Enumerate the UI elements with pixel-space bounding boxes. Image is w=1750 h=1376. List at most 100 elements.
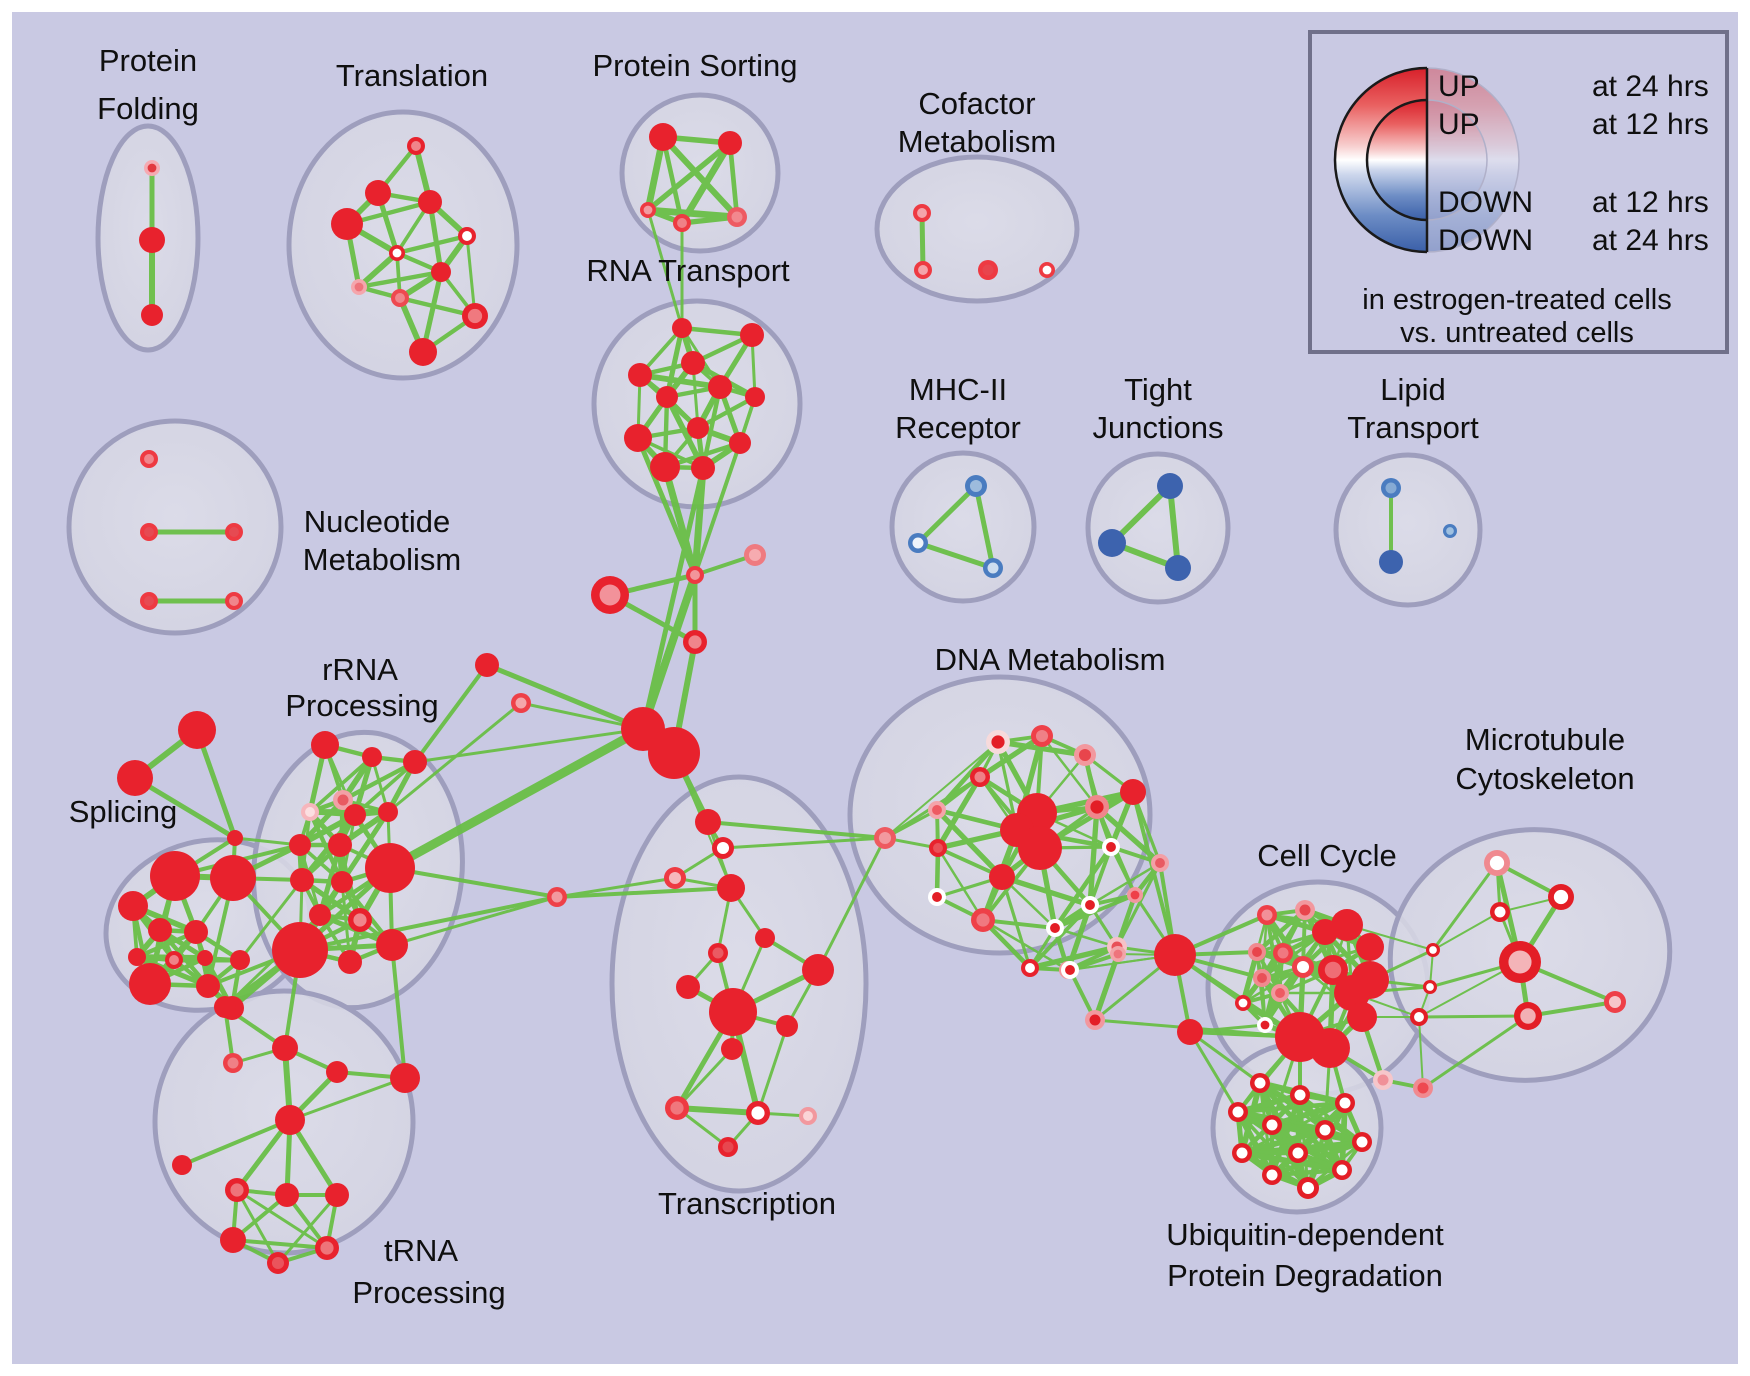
- network-node: [776, 1015, 798, 1037]
- network-edge: [919, 210, 926, 273]
- network-edge: [756, 1024, 789, 1115]
- network-node-center: [1339, 1097, 1351, 1109]
- network-edge: [231, 1238, 329, 1250]
- network-node-center: [1042, 265, 1052, 275]
- network-node: [403, 750, 427, 774]
- network-node-center: [1261, 909, 1273, 921]
- network-node-center: [1275, 988, 1285, 998]
- network-edge: [644, 206, 741, 221]
- network-node: [695, 809, 721, 835]
- network-node-center: [1319, 1124, 1331, 1136]
- network-node-center: [144, 596, 154, 606]
- network-link-edge: [693, 441, 742, 577]
- network-link-edge: [386, 701, 523, 814]
- network-link-edge: [132, 775, 238, 841]
- network-node-center: [1254, 1077, 1266, 1089]
- network-node-center: [731, 211, 743, 223]
- network-node: [275, 1105, 305, 1135]
- network-link-edge: [1131, 790, 1177, 957]
- network-node-center: [1292, 1147, 1304, 1159]
- network-node-center: [515, 697, 527, 709]
- network-link-edge: [691, 464, 707, 579]
- legend-caption: vs. untreated cells: [1400, 317, 1634, 349]
- network-node-center: [677, 218, 687, 228]
- network-node-center: [1090, 800, 1104, 814]
- network-node: [365, 843, 415, 893]
- network-node: [196, 974, 220, 998]
- network-node: [1018, 826, 1062, 870]
- network-node-center: [991, 735, 1005, 749]
- network-edge: [235, 1188, 329, 1250]
- network-edge: [1040, 734, 1099, 809]
- network-link-edge: [721, 836, 887, 850]
- network-node: [128, 948, 146, 966]
- network-node: [729, 432, 751, 454]
- network-edge: [936, 846, 985, 922]
- network-node-center: [982, 264, 994, 276]
- cluster-label-lipid-transport: Transport: [1347, 410, 1479, 445]
- network-node: [289, 834, 311, 856]
- network-edge: [637, 372, 723, 390]
- network-node-center: [1385, 482, 1397, 494]
- network-node: [672, 318, 692, 338]
- network-node-center: [668, 871, 682, 885]
- network-edge: [356, 269, 444, 290]
- network-node-center: [933, 843, 943, 853]
- network-node-center: [918, 265, 928, 275]
- network-node-center: [354, 282, 364, 292]
- network-node-center: [1113, 949, 1123, 959]
- cluster-label-translation: Translation: [336, 58, 488, 93]
- network-node-center: [229, 596, 239, 606]
- network-node: [721, 1038, 743, 1060]
- network-node-center: [1236, 1147, 1248, 1159]
- network-link-edge: [661, 463, 699, 579]
- cluster-ellipse-dna-metabolism: [847, 674, 1153, 956]
- network-edge: [678, 139, 734, 227]
- network-node-center: [227, 1057, 239, 1069]
- legend-row-direction: UP: [1438, 108, 1480, 141]
- network-node: [150, 851, 200, 901]
- network-link-edge: [1417, 1014, 1530, 1019]
- network-node-center: [1296, 960, 1310, 974]
- network-node: [272, 922, 328, 978]
- network-node-center: [551, 891, 563, 903]
- network-node: [344, 804, 366, 826]
- network-node: [1347, 1002, 1377, 1032]
- network-node: [178, 711, 216, 749]
- network-node-center: [1446, 527, 1454, 535]
- network-node: [624, 424, 652, 452]
- network-node: [220, 1227, 246, 1253]
- network-node-center: [147, 163, 157, 173]
- network-link-edge: [639, 571, 699, 733]
- network-node: [290, 868, 314, 892]
- network-node: [1331, 909, 1363, 941]
- network-node-center: [974, 771, 986, 783]
- network-link-edge: [298, 895, 559, 952]
- network-node-center: [305, 807, 315, 817]
- cluster-label-mhc-ii-receptor: MHC-II: [909, 372, 1007, 407]
- network-link-edge: [640, 465, 706, 732]
- network-node: [649, 123, 677, 151]
- network-node-center: [1356, 1136, 1368, 1148]
- network-node: [475, 653, 499, 677]
- network-node: [1177, 1019, 1203, 1045]
- network-node: [390, 1063, 420, 1093]
- network-node-center: [1301, 1181, 1315, 1195]
- network-edge: [1028, 903, 1092, 970]
- network-node-center: [229, 527, 239, 537]
- network-edge: [1052, 844, 1114, 931]
- network-node: [802, 954, 834, 986]
- network-node: [709, 988, 757, 1036]
- network-link-edge: [194, 727, 238, 841]
- network-node-center: [748, 548, 762, 562]
- network-node: [1356, 933, 1384, 961]
- network-node: [1334, 975, 1370, 1011]
- network-edge: [356, 250, 400, 290]
- network-edge: [675, 1047, 734, 1110]
- cluster-label-nucleotide-metabolism: Nucleotide: [304, 504, 450, 539]
- network-node: [214, 996, 236, 1018]
- network-edge: [645, 140, 733, 213]
- network-node: [328, 833, 352, 857]
- network-node-center: [1266, 1119, 1278, 1131]
